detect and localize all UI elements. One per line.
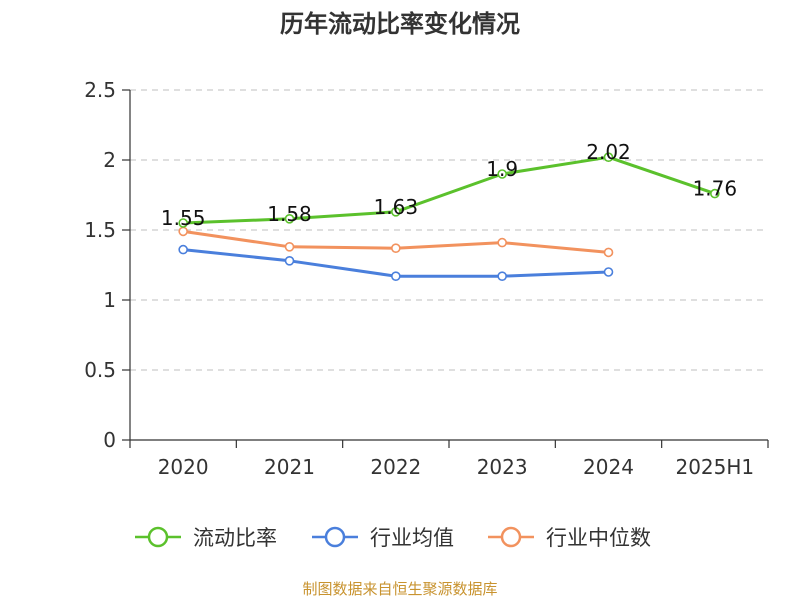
legend[interactable]: 流动比率 行业均值 行业中位数: [135, 526, 651, 550]
x-tick-label: 2023: [477, 455, 528, 479]
y-tick-label: 1.5: [84, 218, 116, 242]
x-tick-label: 2025H1: [675, 455, 754, 479]
data-label: 1.55: [161, 206, 206, 230]
legend-label: 流动比率: [193, 526, 277, 550]
data-point: [603, 152, 614, 162]
data-point: [391, 243, 401, 253]
data-point: [284, 242, 295, 252]
series-line: [183, 155, 716, 225]
data-point: [710, 188, 720, 199]
y-tick-label: 0.5: [84, 358, 116, 382]
y-tick-label: 0: [103, 428, 116, 452]
data-label: 1.63: [374, 195, 419, 219]
data-point: [603, 247, 614, 258]
grid-lines: [130, 89, 768, 371]
data-point: [603, 267, 614, 277]
data-labels: 1.55 1.58 1.63 1.9 2.02 1.76: [161, 140, 737, 230]
chart-title: 历年流动比率变化情况: [280, 10, 520, 38]
legend-label: 行业中位数: [546, 526, 651, 550]
data-label: 1.76: [693, 177, 738, 201]
x-tick-label: 2024: [583, 455, 634, 479]
data-point: [178, 244, 188, 255]
data-label: 2.02: [586, 140, 631, 164]
data-point: [497, 169, 507, 179]
data-label: 1.9: [486, 157, 518, 181]
legend-swatch-marker: [147, 526, 169, 548]
y-tick-label: 2.5: [84, 78, 116, 102]
data-point: [391, 271, 401, 282]
axes: 0 0.5 1 1.5 2 2.5 2020 2021 2022 2023 2024 2025H1: [84, 78, 769, 479]
data-point: [497, 271, 507, 282]
data-point: [284, 214, 295, 224]
data-point: [284, 255, 295, 266]
y-tick-label: 2: [103, 148, 116, 172]
x-tick-label: 2021: [264, 455, 315, 479]
x-tick-label: 2020: [158, 455, 209, 479]
data-point: [178, 218, 188, 228]
source-note: 制图数据来自恒生聚源数据库: [302, 580, 498, 598]
data-point: [391, 207, 401, 217]
data-label: 1.58: [267, 202, 312, 226]
data-point: [497, 237, 507, 248]
series-lines: [178, 152, 720, 282]
y-tick-label: 1: [103, 288, 116, 312]
legend-label: 行业均值: [370, 526, 454, 550]
legend-swatch-marker: [500, 526, 522, 548]
legend-swatch-marker: [324, 526, 346, 548]
x-tick-label: 2022: [370, 455, 421, 479]
